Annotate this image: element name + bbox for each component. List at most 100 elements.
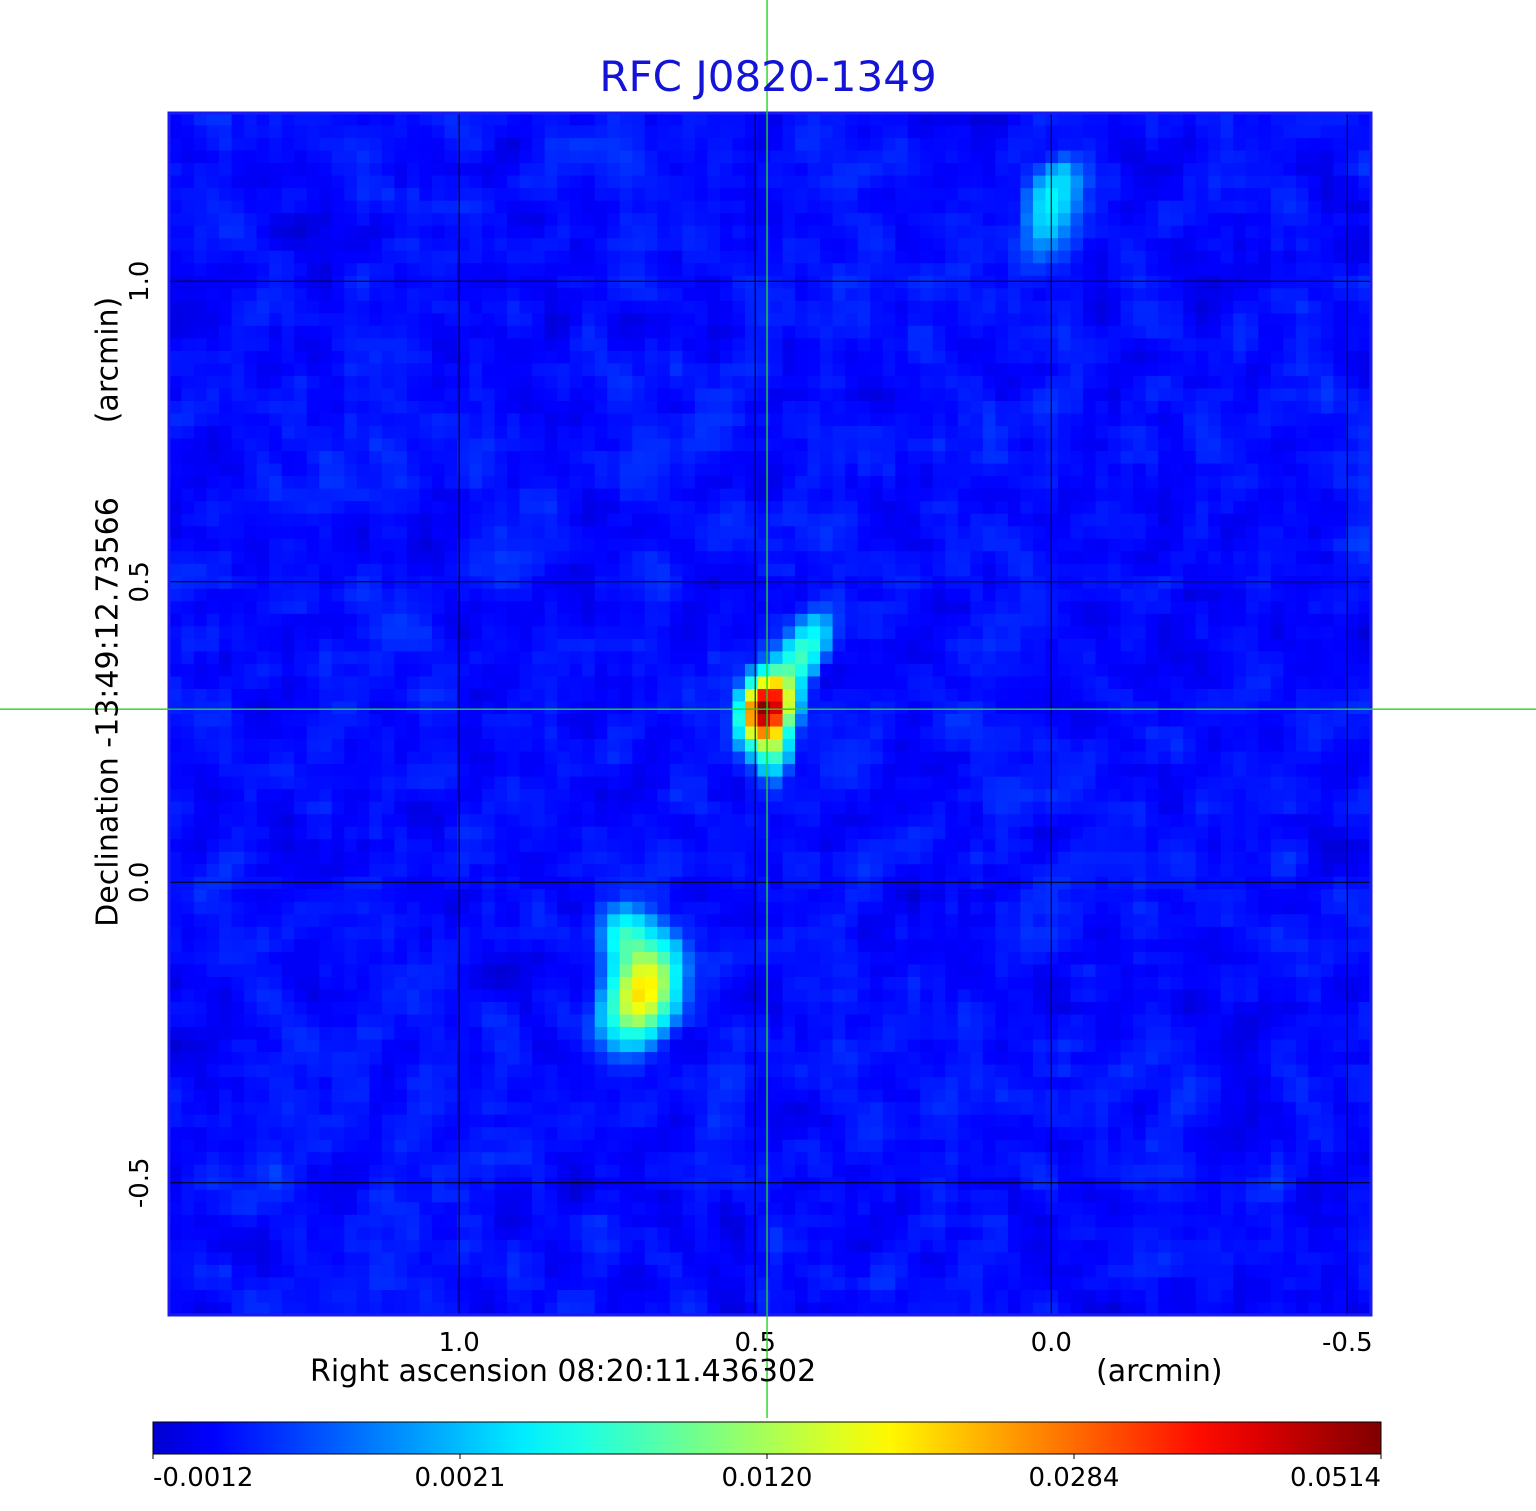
image-pixel xyxy=(1333,363,1347,377)
image-pixel xyxy=(294,626,308,640)
image-pixel xyxy=(306,739,320,753)
image-pixel xyxy=(1208,375,1222,390)
image-pixel xyxy=(269,188,283,202)
image-pixel xyxy=(206,400,220,415)
image-pixel xyxy=(845,175,859,189)
image-pixel xyxy=(169,263,183,277)
image-pixel xyxy=(995,350,1009,365)
image-pixel xyxy=(1245,225,1259,239)
image-pixel xyxy=(1083,463,1097,477)
image-pixel xyxy=(419,438,433,452)
image-pixel xyxy=(444,714,458,728)
image-pixel xyxy=(594,413,608,427)
image-pixel xyxy=(870,488,884,502)
image-pixel xyxy=(456,601,471,615)
image-pixel xyxy=(619,501,633,515)
image-pixel xyxy=(1183,576,1197,590)
image-pixel xyxy=(895,663,909,678)
image-pixel xyxy=(1195,463,1209,477)
image-pixel xyxy=(456,300,471,314)
image-pixel xyxy=(820,163,834,177)
image-pixel xyxy=(1020,113,1034,127)
image-pixel xyxy=(1183,300,1197,314)
image-pixel xyxy=(1295,188,1309,202)
image-pixel xyxy=(682,300,696,314)
image-pixel xyxy=(895,213,909,227)
image-pixel xyxy=(1333,225,1347,239)
image-pixel xyxy=(995,588,1009,602)
image-pixel xyxy=(494,688,508,703)
image-pixel xyxy=(1120,513,1134,527)
image-pixel xyxy=(995,726,1009,740)
image-pixel xyxy=(632,275,646,289)
image-pixel xyxy=(744,275,759,289)
image-pixel xyxy=(982,238,996,252)
image-pixel xyxy=(344,651,358,665)
image-pixel xyxy=(194,588,208,602)
image-pixel xyxy=(281,313,295,327)
image-pixel xyxy=(231,751,245,765)
image-pixel xyxy=(795,626,809,640)
image-pixel xyxy=(507,438,521,452)
image-pixel xyxy=(1258,150,1272,164)
image-pixel xyxy=(1195,513,1209,527)
image-pixel xyxy=(1245,626,1259,640)
image-pixel xyxy=(306,300,320,314)
image-pixel xyxy=(1270,638,1284,652)
image-pixel xyxy=(1358,375,1372,390)
image-pixel xyxy=(707,238,721,252)
image-pixel xyxy=(169,125,183,139)
image-pixel xyxy=(945,501,959,515)
image-pixel xyxy=(744,250,759,264)
image-pixel xyxy=(1020,375,1034,390)
image-pixel xyxy=(1045,663,1059,678)
image-pixel xyxy=(682,363,696,377)
image-pixel xyxy=(682,526,696,540)
image-pixel xyxy=(1070,451,1084,465)
image-pixel xyxy=(870,200,884,214)
image-pixel xyxy=(1120,313,1134,327)
image-pixel xyxy=(694,513,708,527)
image-pixel xyxy=(1045,438,1059,452)
image-pixel xyxy=(820,576,834,590)
image-pixel xyxy=(256,188,270,202)
image-pixel xyxy=(1233,688,1247,703)
image-pixel xyxy=(1258,325,1272,339)
image-pixel xyxy=(945,551,959,565)
image-pixel xyxy=(1295,501,1309,515)
image-pixel xyxy=(607,288,621,302)
image-pixel xyxy=(1283,125,1297,139)
image-pixel xyxy=(1345,263,1360,277)
image-pixel xyxy=(845,438,859,452)
image-pixel xyxy=(494,200,508,214)
image-pixel xyxy=(1220,288,1234,302)
image-pixel xyxy=(945,263,959,277)
image-pixel xyxy=(857,626,871,640)
image-pixel xyxy=(657,413,671,427)
image-pixel xyxy=(594,701,608,715)
image-pixel xyxy=(770,751,784,765)
image-pixel xyxy=(532,426,546,440)
image-pixel xyxy=(694,476,708,490)
image-pixel xyxy=(1057,138,1072,152)
image-pixel xyxy=(569,313,583,327)
image-pixel xyxy=(219,175,233,189)
image-pixel xyxy=(1007,250,1022,264)
image-pixel xyxy=(920,313,934,327)
image-pixel xyxy=(557,350,571,365)
image-pixel xyxy=(895,651,909,665)
image-pixel xyxy=(857,651,871,665)
image-pixel xyxy=(782,350,796,365)
image-pixel xyxy=(419,238,433,252)
image-pixel xyxy=(895,551,909,565)
image-pixel xyxy=(1057,288,1072,302)
image-pixel xyxy=(369,113,383,127)
image-pixel xyxy=(519,200,533,214)
image-pixel xyxy=(732,300,746,314)
image-pixel xyxy=(732,751,746,765)
image-pixel xyxy=(644,188,658,202)
image-pixel xyxy=(494,288,508,302)
image-pixel xyxy=(194,163,208,177)
image-pixel xyxy=(1245,501,1259,515)
image-pixel xyxy=(795,651,809,665)
